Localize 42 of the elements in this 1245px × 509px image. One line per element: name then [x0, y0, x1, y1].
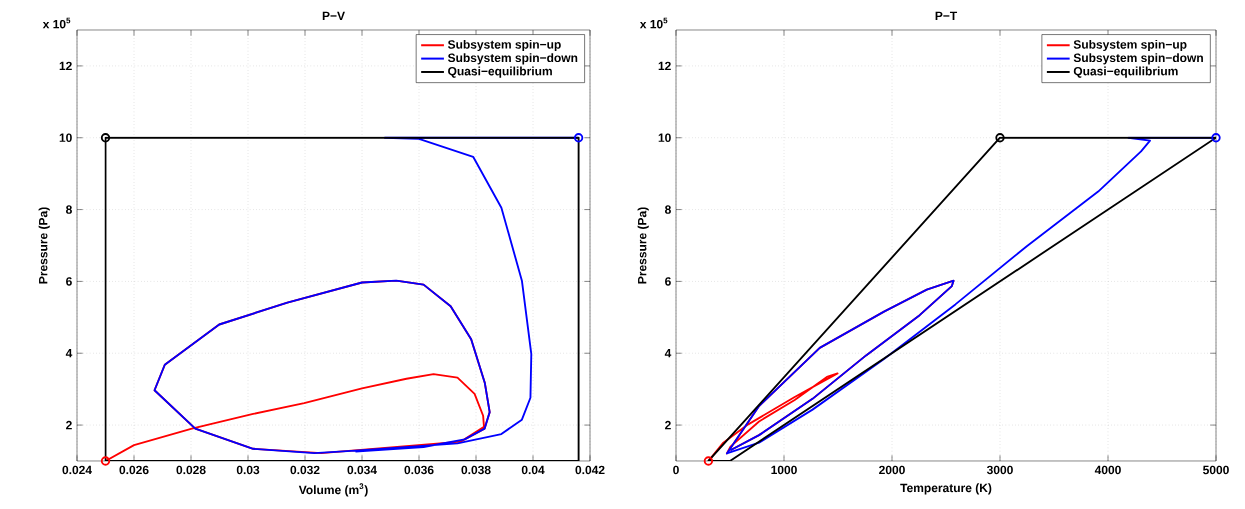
x-tick-label: 0.034: [347, 465, 377, 475]
y-tick-label: 2: [665, 420, 671, 430]
y-tick-label: 4: [65, 349, 73, 358]
y-axis-title: Pressure (Pa): [637, 207, 649, 284]
x-tick-label: 1000: [771, 465, 797, 475]
y-tick-label: 2: [66, 420, 72, 430]
chart-title: P−V: [322, 11, 345, 20]
y-tick-label: 10: [658, 133, 671, 142]
legend-label: Subsystem spin−up: [1073, 39, 1187, 52]
y-tick-label: 10: [59, 133, 72, 142]
y-tick-label: 8: [665, 205, 671, 214]
chart-title: P−T: [935, 11, 958, 20]
text: x 10$^{5}$: [42, 17, 71, 29]
x-tick-label: 0.042: [575, 465, 605, 475]
x-tick-label: 4000: [1094, 465, 1121, 475]
y-tick-label: 8: [66, 205, 72, 214]
legend-label: Quasi−equilibrium: [448, 66, 552, 78]
legend-label: Subsystem spin−down: [447, 53, 578, 65]
legend-label: Subsystem spin−up: [447, 39, 561, 52]
y-tick-label: 6: [66, 277, 72, 286]
x-tick-label: 0.028: [176, 465, 206, 475]
x-tick-label: 0.03: [236, 465, 260, 475]
x-tick-label: 0.026: [119, 465, 149, 475]
y-tick-label: 12: [658, 61, 671, 71]
y-tick-label: 12: [59, 61, 72, 71]
legend-label: Quasi−equilibrium: [1073, 66, 1178, 78]
x-tick-label: 2000: [879, 465, 905, 475]
x-tick-label: 0: [673, 465, 679, 475]
x-tick-label: 0.032: [290, 465, 320, 475]
text: x 10$^{5}$: [639, 17, 668, 29]
x-tick-label: 0.04: [521, 465, 545, 475]
y-axis-title: Pressure (Pa): [38, 207, 50, 284]
x-tick-label: 0.024: [62, 465, 92, 475]
x-tick-label: 5000: [1203, 465, 1229, 475]
x-tick-label: 0.038: [461, 465, 491, 475]
legend-label: Subsystem spin−down: [1073, 53, 1203, 65]
y-tick-label: 4: [664, 349, 672, 358]
y-tick-label: 6: [665, 277, 671, 286]
x-tick-label: 0.036: [404, 465, 434, 475]
x-tick-label: 3000: [986, 465, 1013, 475]
x-axis-title: Temperature (K): [900, 483, 992, 495]
x-axis-title: Volume (m$^{3}$): [298, 483, 368, 497]
